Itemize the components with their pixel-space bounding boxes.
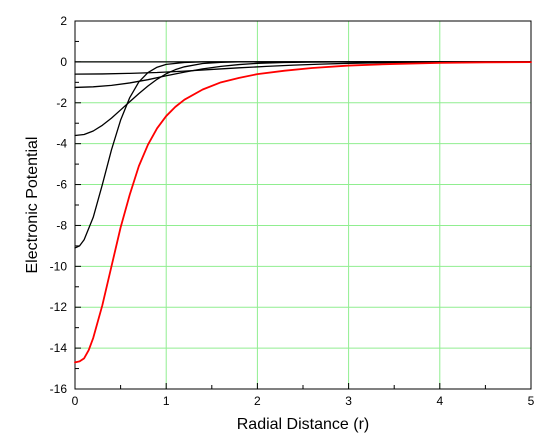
x-tick-label: 1 [163,394,170,408]
y-tick-label: 0 [60,55,67,69]
y-tick-label: -14 [50,341,68,355]
x-tick-label: 0 [72,394,79,408]
axis-ticks [74,20,532,390]
grid-lines [74,20,532,390]
x-tick-label: 4 [436,394,443,408]
y-tick-label: -6 [56,178,67,192]
y-tick-label: -8 [56,218,67,232]
x-tick-label: 5 [528,394,535,408]
y-tick-labels: 2 0 -2 -4 -6 -8 -10 -12 -14 -16 [50,14,68,396]
y-tick-label: -2 [56,96,67,110]
y-tick-label: -16 [50,382,68,396]
x-tick-label: 2 [254,394,261,408]
y-tick-label: 2 [60,14,67,28]
x-tick-labels: 0 1 2 3 4 5 [72,394,535,408]
series-line-6 [74,61,532,364]
y-tick-label: -4 [56,137,67,151]
x-axis-title: Radial Distance (r) [237,416,369,433]
series-layer [74,61,532,364]
series-line-3 [74,61,532,89]
x-tick-label: 3 [345,394,352,408]
y-axis-title: Electronic Potential [24,137,41,274]
series-line-2 [74,61,532,137]
y-tick-label: -10 [50,259,68,273]
plot-frame [74,20,532,390]
y-tick-label: -12 [50,300,68,314]
